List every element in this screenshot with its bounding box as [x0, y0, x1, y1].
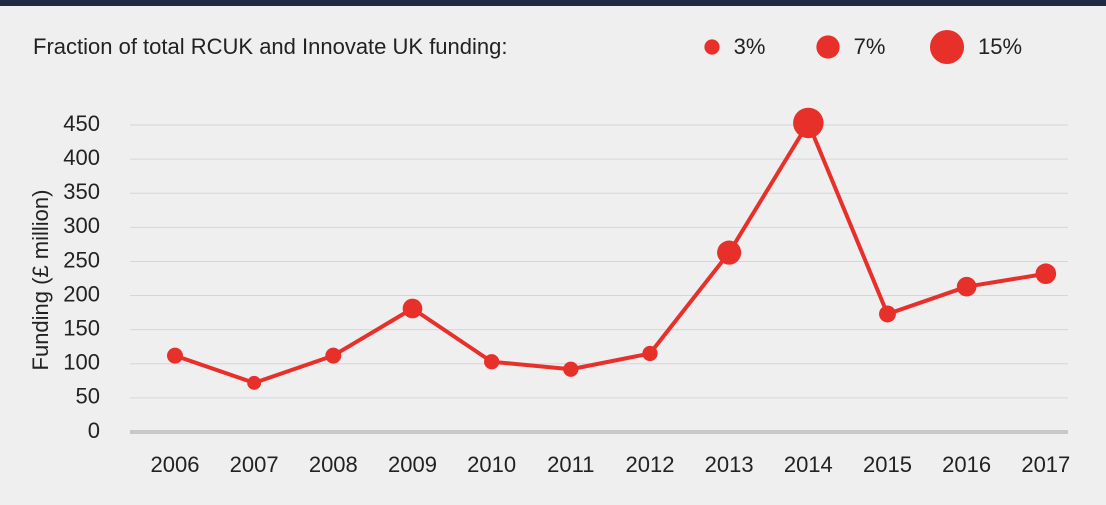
bubble: [247, 375, 262, 390]
bubble: [402, 298, 423, 319]
y-tick-label: 250: [63, 247, 100, 272]
top-bar: [0, 0, 1106, 6]
legend-bubble: [929, 29, 965, 65]
y-tick-label: 350: [63, 179, 100, 204]
x-tick-label: 2011: [547, 452, 594, 477]
bubble: [879, 305, 896, 323]
x-tick-label: 2017: [1021, 452, 1070, 477]
x-tick-label: 2016: [942, 452, 991, 477]
line: [174, 120, 1047, 385]
bubble: [166, 347, 183, 364]
bubble: [956, 276, 977, 297]
x-tick-label: 2014: [784, 452, 833, 477]
bubble: [717, 240, 742, 265]
y-tick-label: 300: [63, 213, 100, 238]
x-tick-label: 2010: [467, 452, 516, 477]
y-tick-label: 150: [63, 315, 100, 340]
legend-bubble: [816, 35, 840, 59]
legend-bubble: [704, 39, 720, 55]
y-tick-label: 200: [63, 281, 100, 306]
legend-title: Fraction of total RCUK and Innovate UK f…: [33, 34, 507, 59]
x-tick-label: 2006: [151, 452, 200, 477]
legend-label: 3%: [734, 34, 766, 59]
y-tick-label: 0: [88, 418, 100, 443]
y-tick-label: 450: [63, 111, 100, 136]
y-axis-label: Funding (£ million): [28, 190, 53, 371]
x-tick-label: 2008: [309, 452, 358, 477]
bubble: [484, 354, 500, 370]
x-tick-label: 2009: [388, 452, 437, 477]
bubble: [793, 107, 824, 139]
bubble: [563, 361, 579, 377]
x-tick-label: 2007: [230, 452, 279, 477]
y-tick-label: 400: [63, 145, 100, 170]
x-tick-label: 2013: [705, 452, 754, 477]
bubble: [325, 347, 342, 364]
bubble: [1035, 263, 1057, 285]
legend-label: 15%: [978, 34, 1022, 59]
legend-label: 7%: [854, 34, 886, 59]
y-tick-label: 100: [63, 350, 100, 375]
y-tick-label: 50: [76, 384, 100, 409]
x-tick-label: 2012: [626, 452, 675, 477]
x-tick-label: 2015: [863, 452, 912, 477]
bubble: [642, 345, 658, 362]
